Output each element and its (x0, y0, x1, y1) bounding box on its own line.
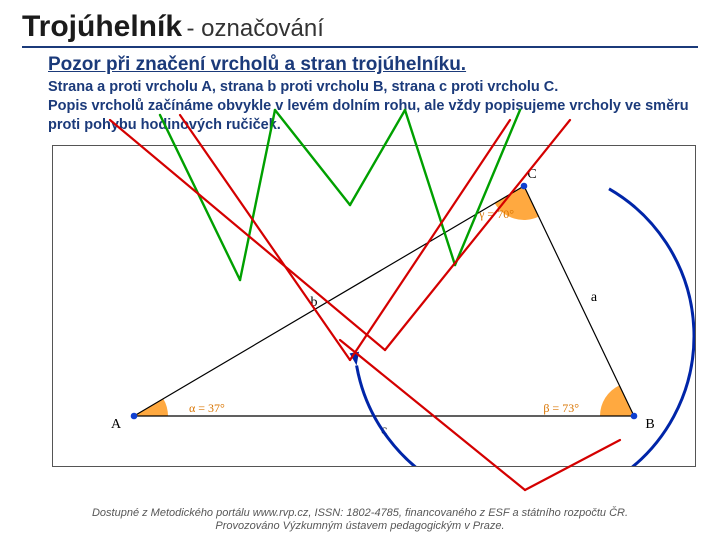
triangle-svg: ABCabcα = 37°β = 73°γ = 70° (53, 146, 695, 466)
svg-text:C: C (527, 167, 536, 182)
sub-heading: Pozor při značení vrcholů a stran trojúh… (48, 54, 698, 76)
svg-text:β = 73°: β = 73° (543, 401, 579, 415)
svg-text:a: a (591, 290, 598, 305)
title-line: Trojúhelník - označování (22, 10, 698, 48)
triangle-figure: ABCabcα = 37°β = 73°γ = 70° (52, 145, 696, 467)
svg-text:γ = 70°: γ = 70° (478, 207, 514, 221)
page-title: Trojúhelník (22, 10, 182, 43)
page-subtitle: - označování (186, 15, 323, 42)
svg-text:b: b (311, 295, 318, 310)
svg-text:α = 37°: α = 37° (189, 401, 225, 415)
footer-line-2: Provozováno Výzkumným ústavem pedagogick… (215, 520, 504, 532)
footer: Dostupné z Metodického portálu www.rvp.c… (0, 507, 720, 535)
svg-text:B: B (645, 417, 654, 432)
body-line-2: Popis vrcholů začínáme obvykle v levém d… (48, 97, 698, 135)
body-line-1: Strana a proti vrcholu A, strana b proti… (48, 78, 698, 97)
svg-text:A: A (111, 417, 122, 432)
footer-line-1: Dostupné z Metodického portálu www.rvp.c… (92, 507, 628, 519)
